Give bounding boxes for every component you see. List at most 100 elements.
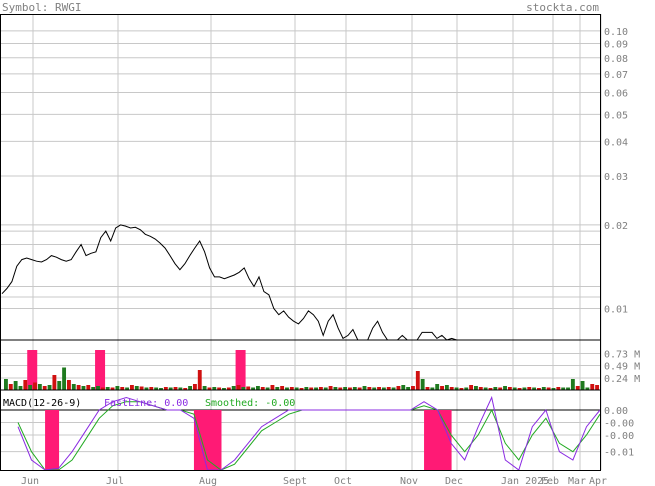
volume-bar [173, 387, 178, 390]
macd-fast-line [17, 395, 601, 471]
price-tick-label: 0.10 [604, 27, 628, 38]
volume-bar [270, 385, 275, 390]
x-tick-label: Apr [589, 476, 607, 486]
volume-bar [537, 388, 541, 390]
price-tick-label: 0.07 [604, 70, 628, 81]
volume-bar [444, 385, 449, 390]
volume-bar [115, 386, 120, 390]
volume-bar [590, 384, 595, 390]
volume-highlight-bar [95, 350, 106, 390]
volume-bar [28, 385, 33, 390]
volume-bar [449, 387, 454, 390]
volume-bar [391, 387, 396, 390]
x-tick-label: Feb [541, 476, 559, 486]
volume-bar [42, 386, 47, 390]
macd-highlight-bar [207, 410, 222, 470]
volume-bar [512, 387, 517, 390]
macd-highlight-bar [424, 410, 439, 470]
price-tick-label: 0.06 [604, 88, 628, 99]
volume-bar [255, 386, 260, 390]
volume-bar [566, 387, 570, 390]
volume-bar [207, 387, 212, 390]
macd-highlight-bar [193, 410, 208, 470]
volume-bar [217, 387, 222, 390]
volume-bar [454, 387, 459, 390]
volume-bar [333, 387, 338, 390]
volume-bar [23, 380, 28, 390]
price-tick-label: 0.03 [604, 172, 628, 183]
volume-bars [4, 367, 600, 390]
chart-frame [0, 14, 601, 471]
volume-bar [527, 387, 532, 390]
volume-bar [188, 386, 193, 390]
volume-tick-label: 0.24 M [604, 374, 640, 385]
volume-highlight-bar [27, 350, 38, 390]
macd-tick-label: -0.00 [604, 431, 634, 442]
volume-bar [420, 379, 425, 390]
volume-bar [299, 388, 304, 390]
volume-bar [304, 387, 309, 390]
volume-bar [595, 385, 600, 390]
price-tick-label: 0.04 [604, 137, 628, 148]
volume-bar [415, 371, 420, 390]
volume-bar [551, 388, 556, 390]
price-tick-label: 0.05 [604, 110, 628, 121]
volume-bar [197, 370, 202, 390]
volume-bar [81, 386, 86, 390]
volume-bar [352, 387, 357, 390]
x-tick-label: Nov [400, 476, 418, 486]
volume-bar [430, 387, 435, 390]
macd-tick-label: -0.01 [604, 448, 634, 459]
volume-bar [178, 387, 183, 390]
volume-bar [96, 386, 100, 390]
volume-bar [33, 382, 37, 390]
volume-bar [241, 387, 246, 390]
price-tick-label: 0.08 [604, 54, 628, 65]
volume-bar [222, 388, 226, 390]
axis-labels: 0.10 0.09 0.08 0.07 0.06 0.05 0.04 0.03 0.02 0.01… [21, 27, 640, 486]
macd-title: MACD(12-26-9) [3, 398, 81, 409]
volume-bar [100, 387, 105, 390]
volume-bar [377, 387, 381, 390]
volume-bar [488, 388, 493, 390]
price-tick-label: 0.02 [604, 221, 628, 232]
volume-bar [474, 386, 478, 390]
volume-bar [76, 385, 81, 390]
volume-bar [493, 387, 498, 390]
volume-bar [280, 386, 285, 390]
volume-bar [309, 387, 314, 390]
volume-bar [8, 384, 13, 390]
x-tick-label: Dec [445, 476, 463, 486]
volume-tick-label: 0.73 M [604, 350, 640, 361]
volume-bar [129, 385, 134, 390]
volume-bar [575, 386, 580, 390]
volume-bar [386, 387, 391, 390]
volume-bar [52, 375, 57, 390]
volume-bar [260, 387, 265, 390]
volume-bar [37, 384, 42, 390]
volume-bar [71, 384, 76, 390]
volume-bar [381, 387, 386, 390]
volume-bar [517, 388, 522, 390]
macd-highlight-bar [437, 410, 452, 470]
volume-bar [192, 384, 197, 390]
x-tick-label: Jul [106, 476, 124, 486]
volume-bar [66, 380, 71, 390]
volume-bar [236, 385, 241, 390]
volume-bar [469, 385, 474, 390]
volume-bar [348, 387, 352, 390]
volume-bar [212, 387, 217, 390]
volume-bar [440, 386, 444, 390]
price-line [1, 224, 600, 341]
volume-bar [318, 387, 323, 390]
volume-bar [125, 387, 130, 390]
volume-bar [459, 388, 464, 390]
volume-bar [328, 386, 333, 390]
volume-bar [57, 381, 62, 390]
volume-bar [507, 387, 512, 390]
volume-bar [367, 387, 372, 390]
volume-bar [522, 387, 527, 390]
volume-bar [425, 387, 430, 390]
macd-highlight-bar [45, 410, 60, 470]
